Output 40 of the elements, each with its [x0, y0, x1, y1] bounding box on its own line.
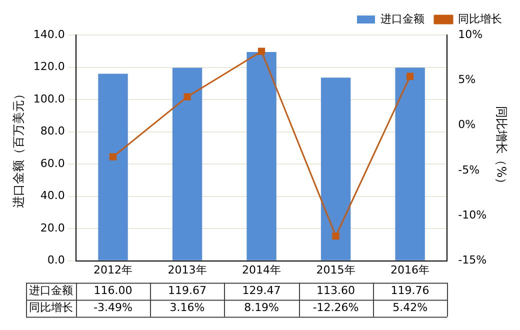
- y2-axis-title: 同比增长（%）: [494, 106, 509, 190]
- data-label: 8.19%: [244, 301, 280, 314]
- x-tick-label: 2014年: [242, 263, 282, 276]
- y2-tick-label: -5%: [458, 163, 480, 176]
- y2-tick-label: -10%: [458, 208, 487, 222]
- legend-label: 进口金额: [380, 12, 424, 26]
- y-tick-label: 120.0: [33, 60, 65, 74]
- data-label: 129.47: [242, 284, 281, 298]
- y2-tick-label: 5%: [458, 73, 476, 86]
- text: 进口金额: [29, 284, 73, 298]
- data-label: 116.00: [94, 284, 132, 298]
- x-tick-label: 2016年: [390, 263, 430, 276]
- point: [332, 232, 340, 240]
- y2-tick-label: -15%: [458, 254, 487, 267]
- point: [258, 48, 266, 55]
- text: 同比增长: [29, 301, 73, 314]
- y-axis-title: 进口金额（百万美元）: [11, 88, 26, 208]
- x-tick-label: 2013年: [168, 263, 207, 276]
- x-tick-label: 2012年: [94, 263, 133, 276]
- data-label: -3.49%: [94, 301, 132, 314]
- x-tick-label: 2015年: [316, 263, 356, 276]
- data-label: -12.26%: [312, 301, 359, 314]
- y2-tick-label: 10%: [458, 28, 483, 41]
- y-tick-label: 40.0: [40, 189, 65, 202]
- y-tick-label: 140.0: [33, 28, 65, 41]
- data-label: 119.76: [390, 284, 430, 298]
- point: [109, 153, 117, 160]
- data-label: 3.16%: [170, 301, 205, 314]
- y-tick-label: 0.0: [47, 254, 65, 267]
- point: [184, 93, 191, 100]
- data-label: 119.67: [168, 284, 207, 298]
- legend-label: 同比增长: [458, 12, 502, 26]
- point: [406, 72, 414, 80]
- y2-tick-label: 0%: [458, 118, 476, 132]
- data-label: 113.60: [316, 284, 356, 298]
- y-tick-label: 60.0: [40, 156, 65, 170]
- y-tick-label: 80.0: [40, 124, 65, 138]
- y-tick-label: 100.0: [33, 92, 65, 106]
- data-label: 5.42%: [392, 301, 428, 314]
- y-tick-label: 20.0: [40, 221, 65, 234]
